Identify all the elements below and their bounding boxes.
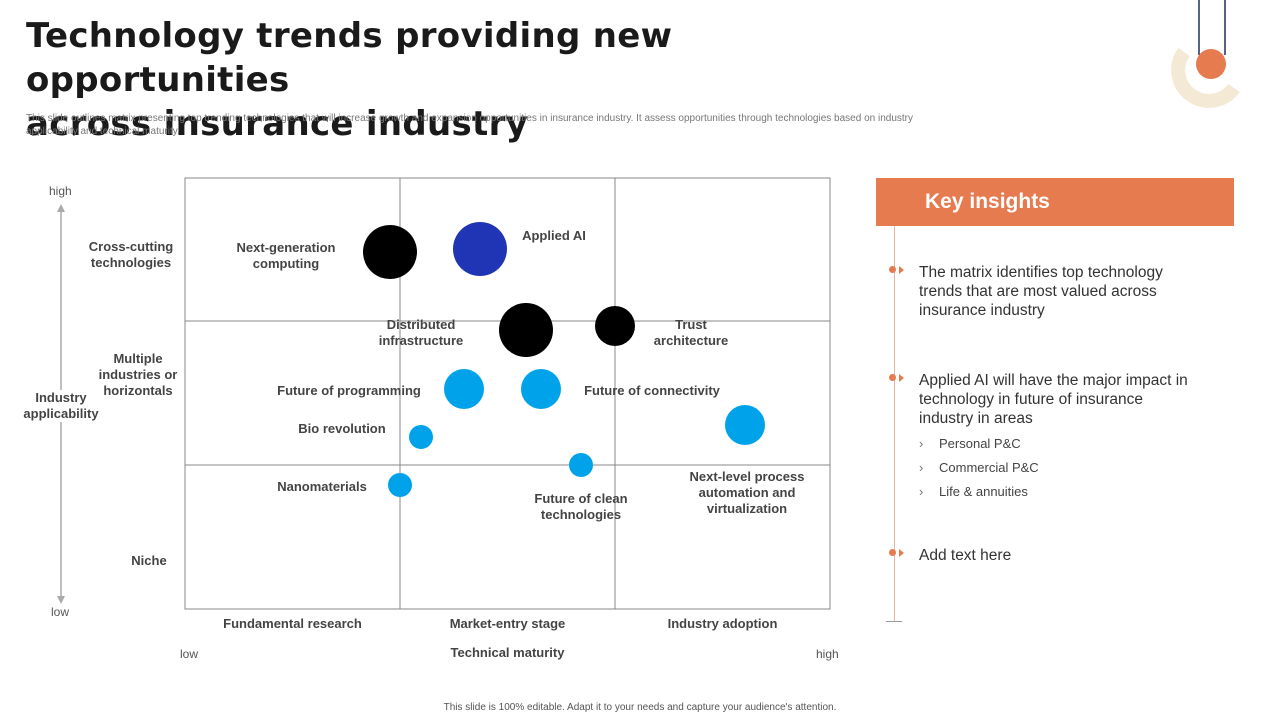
label-bio-revolution: Bio revolution (298, 421, 386, 436)
bubble-future-clean-tech (569, 453, 593, 477)
column-label-industry-adoption: Industry adoption (667, 616, 778, 631)
insight-line: industry in areas (919, 410, 1033, 427)
label-future-clean-tech: Future of clean technologies (516, 491, 646, 523)
row-label-line: industries or (98, 367, 178, 382)
decorative-circles-icon (1171, 0, 1240, 108)
bubble-applied-ai (453, 222, 507, 276)
row-label-cross-cutting: Cross-cutting technologies (71, 239, 191, 271)
sub-item-life: › Life & annuities (919, 484, 1028, 499)
insight-line: Add text here (919, 547, 1012, 564)
insight-line: trends that are most valued across (919, 283, 1157, 300)
sub-item-personal: › Personal P&C (919, 436, 1021, 451)
bullet-marker-icon (889, 373, 905, 383)
footer-note: This slide is 100% editable. Adapt it to… (443, 702, 837, 713)
insight-line: technology in future of insurance (919, 391, 1144, 408)
label-future-connectivity: Future of connectivity (584, 383, 720, 398)
y-axis-label-line2: applicability (23, 406, 99, 421)
sub-item-label: Life & annuities (939, 484, 1028, 499)
row-label-line: horizontals (103, 383, 173, 398)
label-line: automation and (698, 485, 796, 500)
chevron-right-icon: › (919, 484, 924, 499)
sub-item-label: Personal P&C (939, 436, 1021, 451)
bubble-distributed-infrastructure (499, 303, 553, 357)
label-distributed-infrastructure: Distributed infrastructure (361, 317, 481, 349)
chevron-right-icon: › (919, 460, 924, 475)
label-line: computing (252, 256, 320, 271)
label-line: Next-generation (236, 240, 336, 255)
x-axis-label: Technical maturity (450, 645, 565, 660)
row-label-line: Multiple (113, 351, 163, 366)
y-axis-high: high (49, 184, 72, 198)
bubble-bio-revolution (409, 425, 433, 449)
label-line: architecture (653, 333, 729, 348)
row-label-niche: Niche (89, 553, 209, 569)
y-axis-label-line1: Industry (35, 390, 87, 405)
label-line: Next-level process (689, 469, 805, 484)
label-line: Trust (675, 317, 707, 332)
label-line: virtualization (706, 501, 788, 516)
bubble-future-connectivity (521, 369, 561, 409)
label-line: technologies (540, 507, 622, 522)
title-line-1: Technology trends providing new opportun… (26, 16, 673, 100)
row-label-line: Niche (131, 553, 167, 568)
timeline-base (886, 621, 902, 622)
label-line: Distributed (386, 317, 456, 332)
row-label-multiple-industries: Multiple industries or horizontals (78, 351, 198, 399)
x-axis-low: low (180, 647, 199, 661)
insight-line: The matrix identifies top technology (919, 264, 1163, 281)
insight-item-3: Add text here (919, 546, 1219, 565)
bubble-trust-architecture (595, 306, 635, 346)
key-insights-header: Key insights (876, 178, 1234, 226)
label-nanomaterials: Nanomaterials (277, 479, 367, 494)
sub-item-label: Commercial P&C (939, 460, 1039, 475)
label-line: Future of clean (534, 491, 628, 506)
timeline-line (894, 226, 895, 622)
technology-matrix: high low Industry applicability Cross-cu… (0, 160, 860, 680)
page-subtitle: This slide outlines matrix presenting to… (26, 113, 913, 137)
row-label-line: Cross-cutting (88, 239, 174, 254)
label-future-programming: Future of programming (277, 383, 421, 398)
key-insights-panel: Key insights The matrix identifies top t… (876, 178, 1234, 638)
y-axis-low: low (51, 605, 70, 619)
column-label-market-entry: Market-entry stage (449, 616, 566, 631)
insight-item-1: The matrix identifies top technology tre… (919, 263, 1219, 320)
page-title: Technology trends providing new opportun… (26, 14, 926, 146)
column-label-fundamental-research: Fundamental research (223, 616, 362, 631)
label-line: infrastructure (378, 333, 464, 348)
matrix-grid (57, 177, 831, 610)
x-axis-high: high (816, 647, 839, 661)
label-next-level-process: Next-level process automation and virtua… (677, 469, 817, 517)
title-line-2: across insurance industry (26, 104, 529, 144)
row-label-line: technologies (90, 255, 172, 270)
chevron-right-icon: › (919, 436, 924, 451)
sub-item-commercial: › Commercial P&C (919, 460, 1039, 475)
insight-line: Applied AI will have the major impact in (919, 372, 1188, 389)
label-next-gen-computing: Next-generation computing (221, 240, 351, 272)
y-axis-label: Industry applicability (16, 390, 106, 422)
label-applied-ai: Applied AI (522, 228, 586, 243)
bubble-next-gen-computing (363, 225, 417, 279)
bubble-nanomaterials (388, 473, 412, 497)
bullet-marker-icon (889, 265, 905, 275)
bubble-future-programming (444, 369, 484, 409)
bubble-next-level-process (725, 405, 765, 445)
label-trust-architecture: Trust architecture (641, 317, 741, 349)
insight-item-2: Applied AI will have the major impact in… (919, 371, 1219, 428)
bullet-marker-icon (889, 548, 905, 558)
insight-line: insurance industry (919, 302, 1045, 319)
